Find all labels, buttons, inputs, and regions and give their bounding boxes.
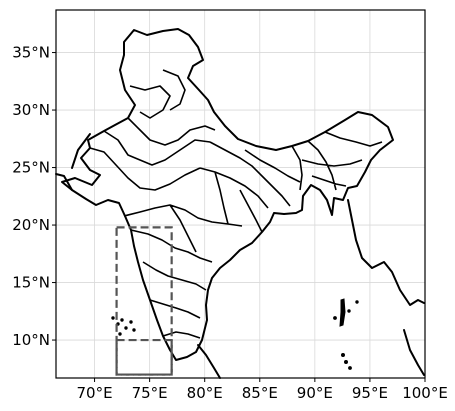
y-tick-label-30: 30°N: [12, 101, 50, 119]
x-tick-label-90: 90°E: [297, 384, 333, 402]
x-tick-label-100: 100°E: [402, 384, 448, 402]
study-regions: [115, 226, 173, 376]
sri-lanka-outline: [197, 344, 221, 379]
india-boundaries: [55, 28, 425, 379]
x-tick-label-75: 75°E: [132, 384, 168, 402]
y-tick-label-35: 35°N: [12, 44, 50, 62]
eastern-frontier-line: [347, 199, 425, 306]
y-tick-label-15: 15°N: [12, 274, 50, 292]
state-boundaries: [89, 69, 383, 339]
lakshadweep-islands: [111, 316, 136, 336]
frontier-tick: [71, 133, 91, 169]
gridlines: [56, 10, 426, 378]
x-tick-label-70: 70°E: [77, 384, 113, 402]
x-tick-label-80: 80°E: [187, 384, 223, 402]
map-frame: [55, 9, 426, 379]
y-tick-label-20: 20°N: [12, 216, 50, 234]
andaman-nicobar-islands: [333, 298, 359, 370]
x-tick-label-85: 85°E: [242, 384, 278, 402]
southern-coast-extension: [403, 329, 425, 376]
y-tick-label-25: 25°N: [12, 159, 50, 177]
study-box-southern-subregion: [115, 338, 173, 376]
axis-ticks: 70°E 75°E 80°E 85°E 90°E 95°E 100°E 10°N 15°N 20°…: [12, 44, 448, 402]
y-tick-label-10: 10°N: [12, 331, 50, 349]
western-frontier-line: [55, 173, 73, 191]
study-box-outer-region: [115, 226, 173, 376]
x-tick-label-95: 95°E: [352, 384, 388, 402]
